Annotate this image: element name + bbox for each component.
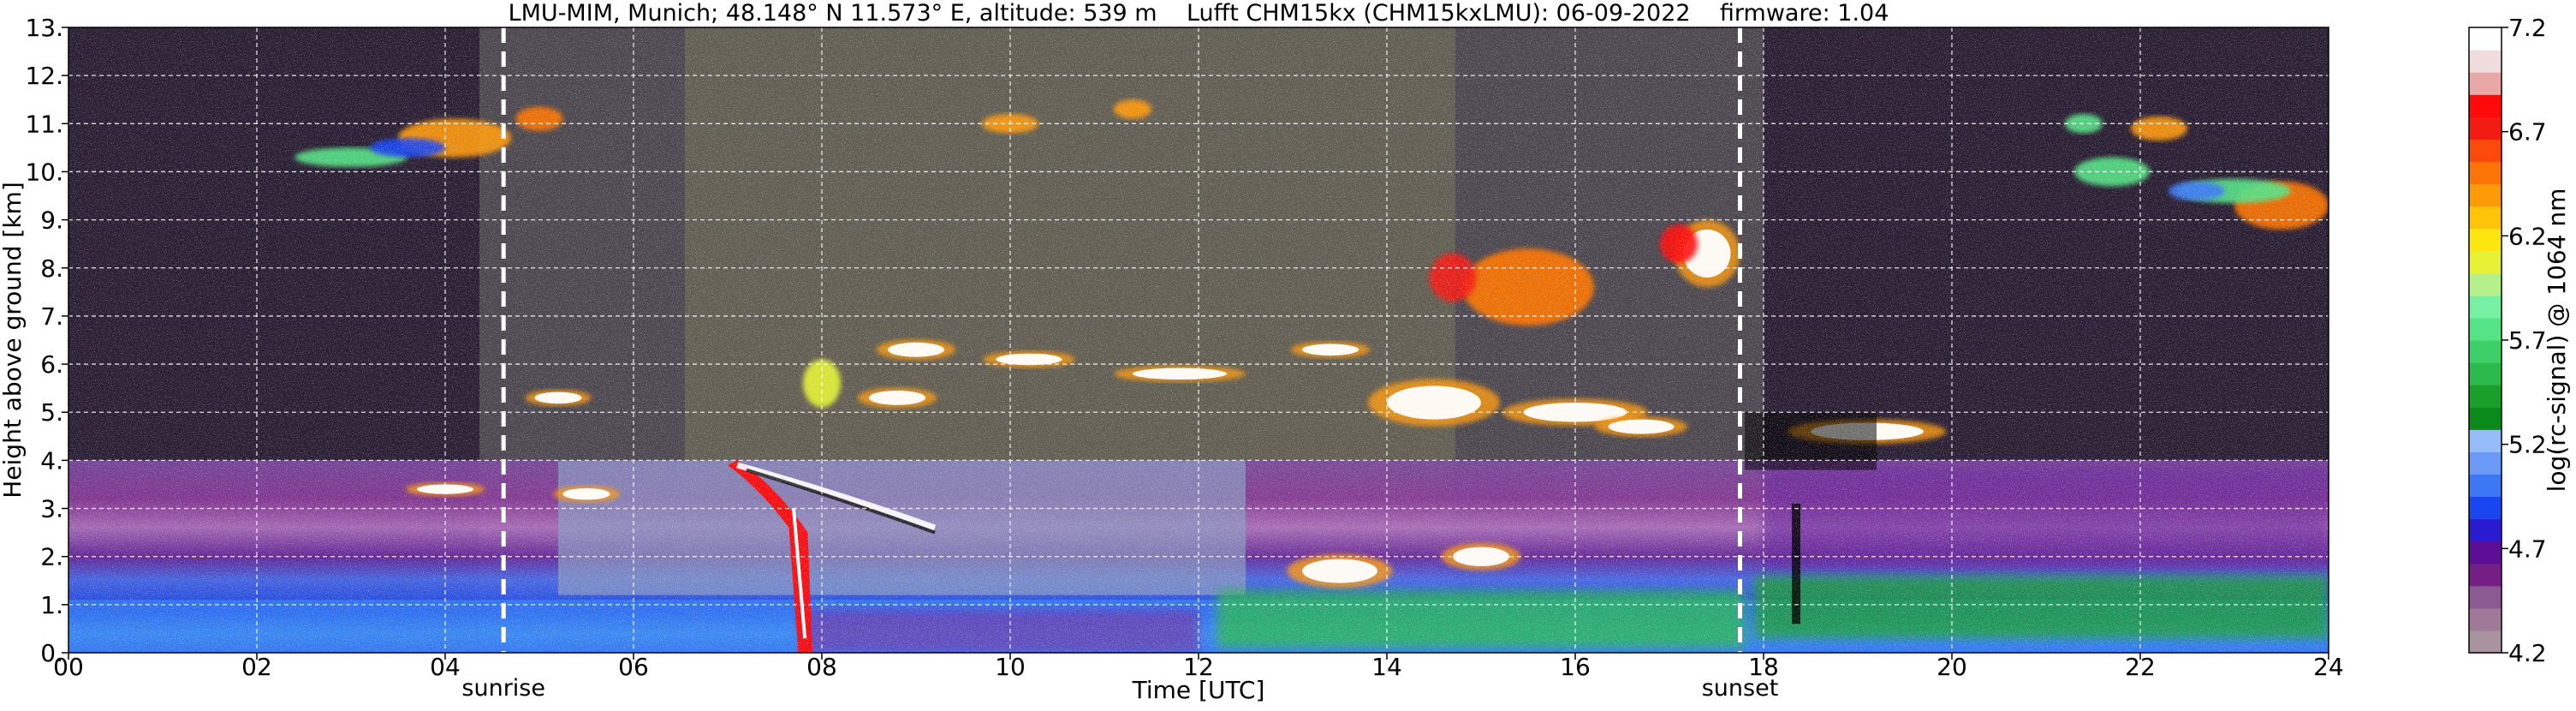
colorbar-segment — [2469, 607, 2502, 631]
colorbar-tick-label: 4.2 — [2508, 639, 2547, 667]
colorbar-segment — [2469, 250, 2502, 274]
colorbar-segment — [2469, 117, 2502, 140]
colorbar-segment — [2469, 50, 2502, 73]
x-tick-label: 24 — [2313, 653, 2344, 681]
x-tick-label: 10 — [995, 653, 1026, 681]
x-tick-label: 02 — [241, 653, 272, 681]
event-lines: sunrise sunset — [461, 27, 1778, 702]
y-tick-label: 9. — [40, 206, 63, 235]
y-tick-label: 5. — [40, 398, 63, 427]
colorbar-segment — [2469, 496, 2502, 520]
colorbar: 4.2 4.7 5.2 5.7 6.2 6.7 7.2 — [2468, 14, 2547, 667]
colorbar-segment — [2469, 317, 2502, 341]
colorbar-segment — [2469, 340, 2502, 363]
y-axis-label: Height above ground [km] — [0, 182, 27, 499]
x-tick-label: 16 — [1560, 653, 1591, 681]
x-tick-label: 00 — [53, 653, 84, 681]
colorbar-segment — [2469, 385, 2502, 408]
colorbar-tick-label: 6.2 — [2508, 222, 2547, 250]
colorbar-segment — [2469, 228, 2502, 252]
x-tick-label: 04 — [430, 653, 461, 681]
grid — [68, 27, 2329, 653]
colorbar-segment — [2469, 451, 2502, 475]
x-tick-label: 06 — [618, 653, 649, 681]
colorbar-segment — [2469, 272, 2502, 296]
y-axis: 0. 1. 2. 3. 4. 5. 6. 7. 8. 9. 10. 11. 12. 13. — [25, 14, 68, 667]
colorbar-segment — [2469, 206, 2502, 230]
colorbar-tick-label: 6.7 — [2508, 118, 2547, 146]
colorbar-segment — [2469, 161, 2502, 185]
colorbar-tick-label: 7.2 — [2508, 14, 2547, 42]
y-tick-label: 3. — [40, 495, 63, 523]
event-label-sunset: sunset — [1702, 675, 1779, 702]
colorbar-segment — [2469, 541, 2502, 565]
y-tick-label: 11. — [25, 110, 63, 138]
colorbar-segment — [2469, 407, 2502, 430]
y-tick-label: 10. — [25, 158, 63, 186]
colorbar-tick-label: 5.7 — [2508, 326, 2547, 355]
colorbar-tick-label: 4.7 — [2508, 535, 2547, 563]
chart-title: LMU-MIM, Munich; 48.148° N 11.573° E, al… — [509, 0, 1889, 27]
y-tick-label: 4. — [40, 446, 63, 475]
y-tick-label: 6. — [40, 350, 63, 379]
colorbar-segment — [2469, 518, 2502, 542]
colorbar-segment — [2469, 585, 2502, 609]
y-tick-label: 7. — [40, 302, 63, 331]
colorbar-segment — [2469, 139, 2502, 163]
colorbar-segment — [2469, 72, 2502, 95]
colorbar-segment — [2469, 630, 2502, 654]
colorbar-tick-label: 5.2 — [2508, 431, 2547, 459]
y-tick-label: 13. — [25, 14, 63, 42]
colorbar-segment — [2469, 474, 2502, 498]
x-tick-label: 18 — [1748, 653, 1779, 681]
y-tick-label: 1. — [40, 591, 63, 619]
colorbar-segment — [2469, 563, 2502, 587]
colorbar-segment — [2469, 295, 2502, 319]
x-tick-label: 20 — [1936, 653, 1967, 681]
colorbar-segment — [2469, 27, 2502, 51]
event-label-sunrise: sunrise — [461, 675, 545, 702]
x-tick-label: 12 — [1183, 653, 1214, 681]
y-tick-label: 0. — [40, 639, 63, 667]
colorbar-segment — [2469, 362, 2502, 385]
x-tick-label: 22 — [2125, 653, 2156, 681]
x-axis: 00 02 04 06 08 10 12 14 16 18 20 22 24 — [53, 653, 2344, 681]
y-tick-label: 8. — [40, 254, 63, 283]
colorbar-label: log(rc-signal) @ 1064 nm — [2543, 188, 2571, 493]
y-tick-label: 12. — [25, 62, 63, 90]
x-tick-label: 14 — [1371, 653, 1402, 681]
y-tick-label: 2. — [40, 543, 63, 571]
colorbar-segment — [2469, 429, 2502, 452]
x-axis-label: Time [UTC] — [1132, 676, 1265, 704]
colorbar-segment — [2469, 94, 2502, 117]
x-tick-label: 08 — [806, 653, 837, 681]
colorbar-segment — [2469, 183, 2502, 207]
